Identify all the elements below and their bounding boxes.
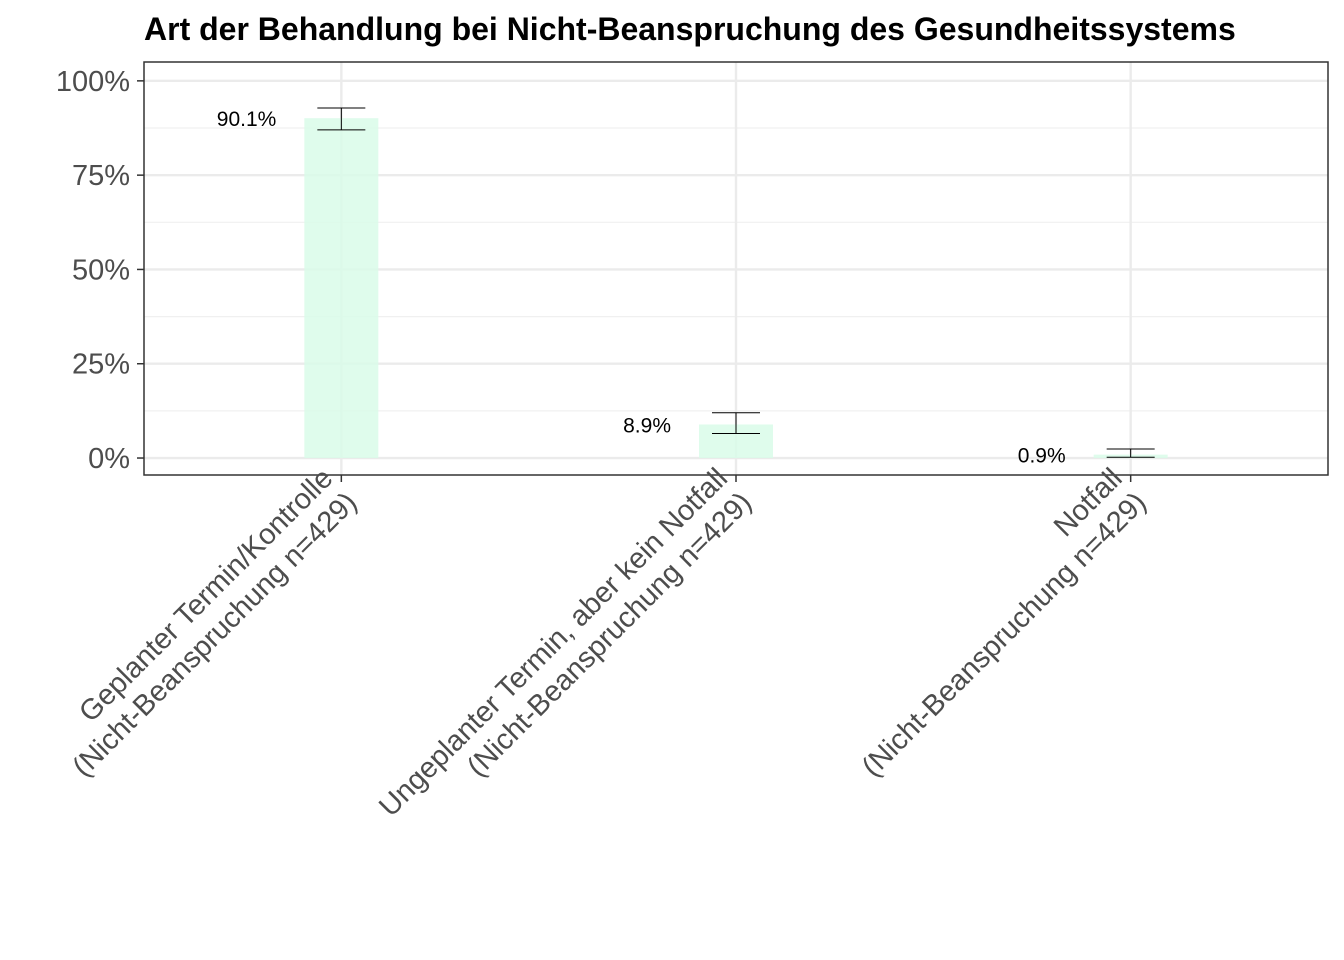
data-label: 8.9% — [623, 414, 671, 437]
x-tick-label-line: (Nicht-Beanspruchung n=429) — [461, 486, 758, 783]
y-axis: 0% 25% 50% 75% 100% — [56, 66, 144, 475]
chart-title: Art der Behandlung bei Nicht-Beanspruchu… — [144, 11, 1236, 47]
x-tick-label: Geplanter Termin/Kontrolle(Nicht-Beanspr… — [43, 462, 364, 783]
bar-layer — [304, 118, 1168, 459]
x-tick-label: Ungeplanter Termin, aber kein Notfall(Ni… — [373, 462, 758, 847]
x-tick-label-line: (Nicht-Beanspruchung n=429) — [856, 486, 1153, 783]
data-label-layer: 90.1% 8.9% 0.9% — [217, 108, 1066, 467]
data-label: 90.1% — [217, 108, 277, 131]
bar — [304, 118, 379, 459]
x-tick-label-line: Ungeplanter Termin, aber kein Notfall — [373, 462, 734, 823]
data-label: 0.9% — [1018, 445, 1066, 468]
y-tick-label: 100% — [56, 66, 130, 98]
x-tick-label-line: (Nicht-Beanspruchung n=429) — [67, 486, 364, 783]
y-tick-label: 0% — [88, 443, 130, 475]
error-bar-layer — [317, 107, 1155, 458]
y-tick-label: 25% — [72, 349, 130, 381]
y-tick-label: 75% — [72, 160, 130, 192]
y-tick-label: 50% — [72, 254, 130, 286]
x-axis: Geplanter Termin/Kontrolle(Nicht-Beanspr… — [43, 462, 1153, 847]
x-tick-label: Notfall(Nicht-Beanspruchung n=429) — [832, 462, 1153, 783]
x-tick-label-line: Geplanter Termin/Kontrolle — [73, 462, 339, 728]
